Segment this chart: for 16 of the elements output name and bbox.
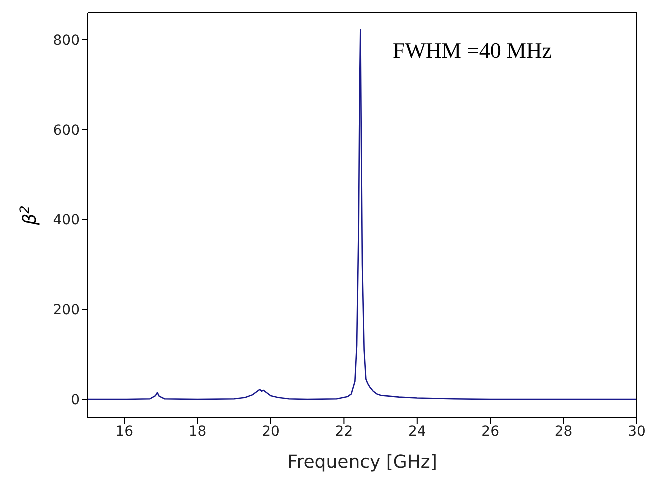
y-tick-label: 400 xyxy=(53,212,80,229)
x-tick-label: 30 xyxy=(628,424,646,440)
x-tick-label: 18 xyxy=(188,424,207,440)
annotation: FWHM =40 MHz xyxy=(393,38,552,64)
x-tick-label: 24 xyxy=(408,424,426,440)
x-tick-label: 16 xyxy=(116,424,134,440)
x-axis-title: Frequency [GHz] xyxy=(288,452,438,473)
x-tick-label: 28 xyxy=(554,424,573,440)
line-series xyxy=(88,29,637,400)
y-tick-label: 200 xyxy=(53,302,80,319)
y-tick-label: 600 xyxy=(53,122,80,139)
x-tick-label: 20 xyxy=(262,424,280,440)
y-tick-label: 800 xyxy=(53,32,80,49)
x-tick-label: 22 xyxy=(335,424,354,440)
y-tick-label: 0 xyxy=(71,392,80,409)
x-tick-label: 26 xyxy=(482,424,500,440)
